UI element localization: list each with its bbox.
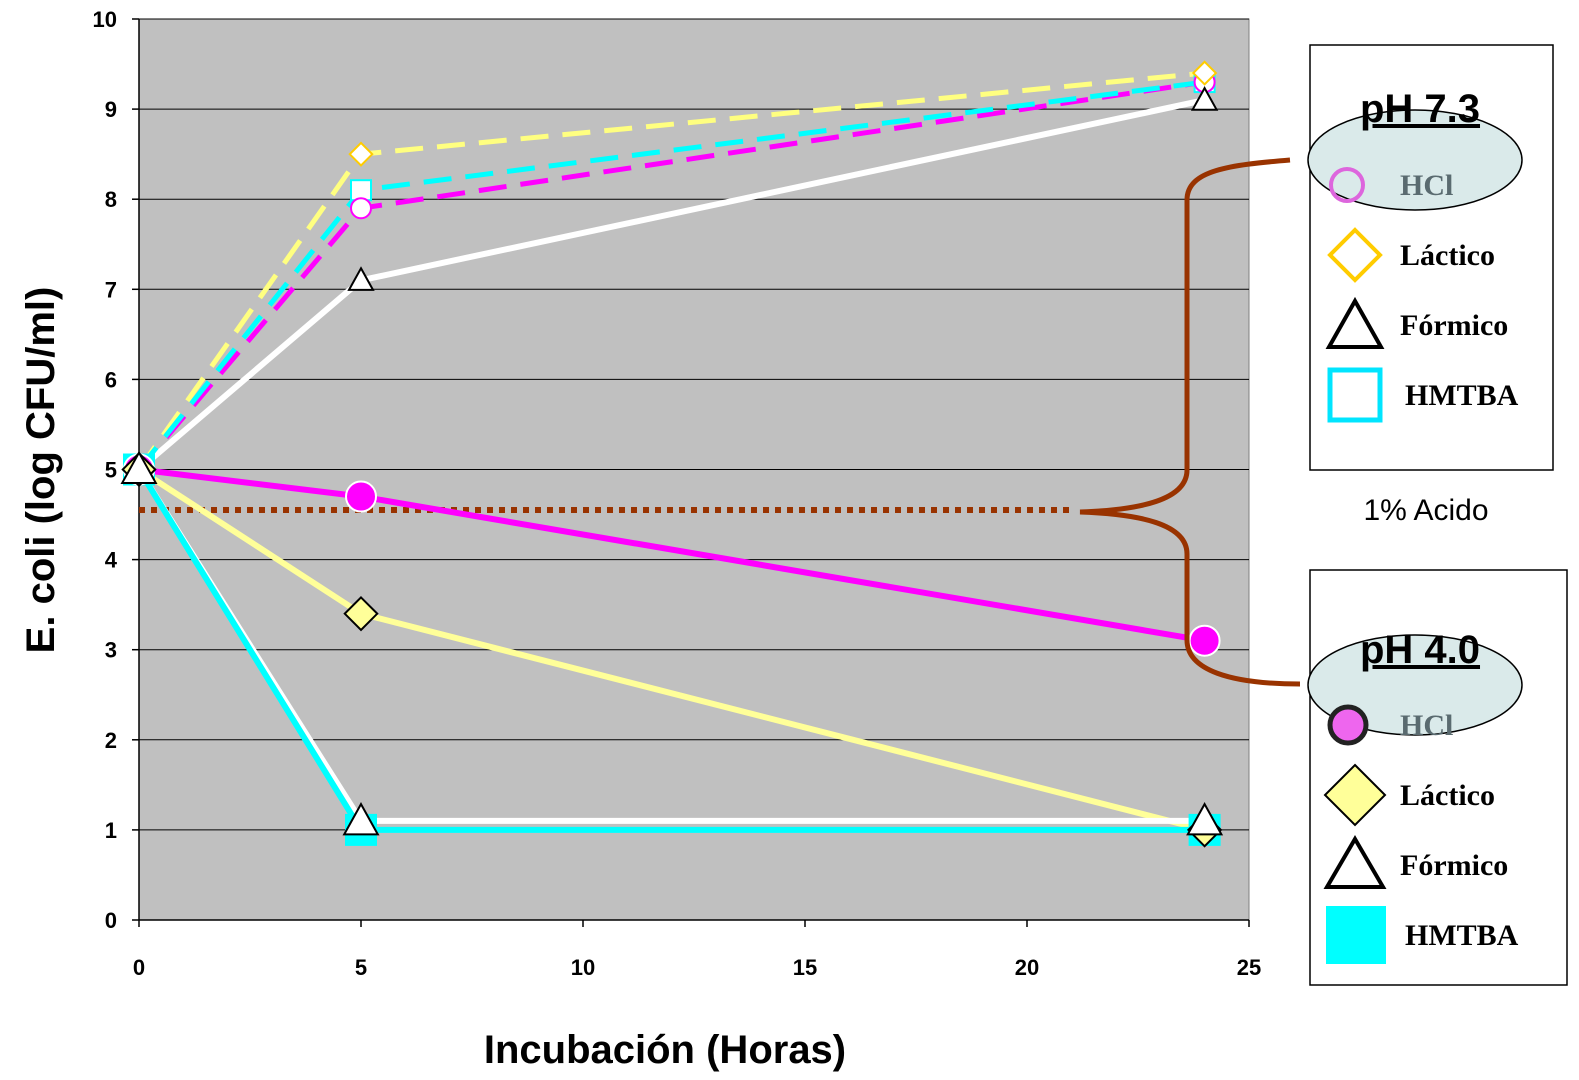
data-point bbox=[348, 141, 374, 167]
legend-entry-label: Fórmico bbox=[1400, 309, 1508, 342]
y-tick-label: 1 bbox=[105, 818, 117, 843]
legend-entry-label: Fórmico bbox=[1400, 849, 1508, 882]
brace-layer bbox=[1079, 157, 1301, 687]
legend-box: pH 4.0 HCl Láctico Fórmico HMTBA bbox=[1307, 569, 1568, 986]
y-tick-label: 6 bbox=[105, 367, 117, 392]
legend-swatch-diamond bbox=[1323, 763, 1387, 827]
data-point bbox=[1191, 60, 1218, 86]
legend-swatch-triangle bbox=[1325, 296, 1385, 349]
legend-swatch-square bbox=[1327, 367, 1383, 423]
legend-swatch-circle bbox=[1327, 704, 1369, 746]
legend-entry-label: HMTBA bbox=[1405, 919, 1519, 952]
y-tick-label: 8 bbox=[105, 187, 117, 212]
data-point bbox=[343, 595, 379, 632]
x-tick-label: 10 bbox=[571, 955, 595, 980]
y-tick-label: 9 bbox=[105, 97, 117, 122]
data-point bbox=[350, 179, 372, 202]
grouping-brace bbox=[1079, 157, 1301, 687]
x-tick-label: 20 bbox=[1015, 955, 1039, 980]
legend-entry-label: Láctico bbox=[1400, 779, 1495, 812]
data-point bbox=[1188, 624, 1221, 657]
legend-box: pH 7.3 HCl Láctico Fórmico HMTBA bbox=[1307, 44, 1554, 471]
legend-entry-label: HMTBA bbox=[1405, 379, 1519, 412]
y-tick-label: 3 bbox=[105, 638, 117, 663]
legend-entry-label: HCl bbox=[1400, 169, 1453, 202]
y-tick-label: 2 bbox=[105, 728, 117, 753]
acid-annotation: 1% Acido bbox=[1363, 494, 1488, 527]
data-point bbox=[120, 450, 158, 484]
y-tick-label: 10 bbox=[93, 7, 117, 32]
data-point bbox=[342, 802, 380, 836]
x-tick-label: 5 bbox=[355, 955, 367, 980]
y-tick-label: 4 bbox=[105, 548, 118, 573]
legend-swatch-diamond bbox=[1327, 227, 1383, 283]
legend-entry-label: HCl bbox=[1400, 709, 1453, 742]
data-point bbox=[350, 197, 372, 220]
y-tick-label: 0 bbox=[105, 908, 117, 933]
legend-swatch-square bbox=[1326, 906, 1386, 964]
data-point bbox=[347, 266, 375, 291]
legend-title: pH 4.0 bbox=[1360, 628, 1480, 672]
y-tick-label: 7 bbox=[105, 277, 117, 302]
marker-layer bbox=[120, 60, 1224, 848]
legend-layer: pH 7.3 HCl Láctico Fórmico HMTBA pH 4.0 HCl Lác… bbox=[1307, 44, 1568, 986]
legend-title: pH 7.3 bbox=[1360, 87, 1480, 131]
data-point bbox=[345, 480, 377, 513]
x-axis-title: Incubación (Horas) bbox=[484, 1028, 846, 1072]
legend-swatch-triangle bbox=[1323, 835, 1387, 889]
legend-swatch-circle bbox=[1329, 167, 1365, 203]
legend-entry-label: Láctico bbox=[1400, 239, 1495, 272]
x-tick-label: 25 bbox=[1237, 955, 1261, 980]
y-axis-title: E. coli (log CFU/ml) bbox=[19, 287, 63, 654]
x-tick-label: 15 bbox=[793, 955, 817, 980]
axes: 0 1 2 3 4 5 6 7 8 9 10 0 5 10 15 20 25 bbox=[93, 7, 1262, 980]
x-tick-label: 0 bbox=[133, 955, 145, 980]
data-point bbox=[1190, 86, 1219, 111]
data-point bbox=[1186, 802, 1224, 836]
y-tick-label: 5 bbox=[105, 458, 117, 483]
